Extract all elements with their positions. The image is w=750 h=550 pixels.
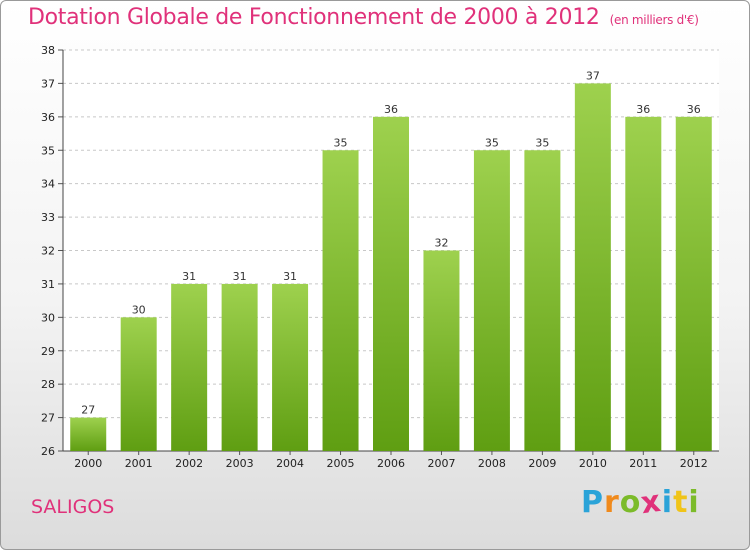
x-tick-label: 2009 [528,457,556,470]
bar-2001 [120,317,157,451]
y-tick-label: 33 [41,211,55,224]
bar-value-label: 32 [434,237,448,250]
bar-2003 [221,283,258,451]
x-tick-label: 2011 [629,457,657,470]
bar-value-label: 35 [535,136,549,149]
bar-2010 [574,83,611,452]
bar-value-label: 30 [132,303,146,316]
x-tick-label: 2007 [427,457,455,470]
chart-title: Dotation Globale de Fonctionnement de 20… [28,5,699,30]
logo-letter: P [581,485,604,520]
bar-2009 [524,150,561,451]
x-tick-label: 2010 [579,457,607,470]
bar-2012 [675,116,712,451]
bar-2007 [423,250,460,451]
y-tick-label: 34 [41,178,55,191]
y-tick-label: 28 [41,378,55,391]
logo-letter: r [604,485,620,520]
bar-2008 [473,150,510,451]
bar-value-label: 27 [81,404,95,417]
bar-2006 [373,116,409,451]
logo-letter: i [661,485,674,520]
bar-value-label: 36 [687,103,701,116]
y-tick-label: 32 [41,245,55,258]
bar-2004 [272,283,309,451]
chart-subtitle: (en milliers d'€) [609,13,699,27]
bar-value-label: 31 [182,270,196,283]
logo-letter: t [673,485,689,520]
bar-2005 [322,150,359,451]
y-tick-label: 27 [41,412,55,425]
y-tick-label: 35 [41,144,55,157]
bar-value-label: 37 [586,69,600,82]
x-tick-label: 2005 [327,457,355,470]
x-tick-label: 2004 [276,457,304,470]
bar-2002 [171,283,208,451]
y-tick-label: 30 [41,311,55,324]
x-tick-label: 2002 [175,457,203,470]
x-tick-label: 2006 [377,457,405,470]
bar-2000 [70,417,107,451]
logo-letter: i [688,485,700,520]
y-tick-label: 37 [41,77,55,90]
bar-value-label: 35 [485,136,499,149]
y-tick-label: 36 [41,111,55,124]
y-tick-label: 31 [41,278,55,291]
bar-2011 [625,116,662,451]
x-tick-label: 2001 [125,457,153,470]
y-tick-label: 38 [41,44,55,57]
chart-title-text: Dotation Globale de Fonctionnement de 20… [28,5,600,30]
bar-value-label: 31 [233,270,247,283]
logo-letter: o [619,485,642,520]
bar-value-label: 36 [384,103,398,116]
logo-letter: x [639,483,665,522]
proxiti-logo: Proxiti [581,483,700,522]
x-tick-label: 2012 [680,457,708,470]
x-tick-label: 2000 [74,457,102,470]
bar-value-label: 35 [334,136,348,149]
commune-name: SALIGOS [31,496,115,518]
bar-value-label: 31 [283,270,297,283]
x-tick-label: 2008 [478,457,506,470]
bar-value-label: 36 [636,103,650,116]
y-tick-label: 26 [41,445,55,458]
y-tick-label: 29 [41,345,55,358]
x-tick-label: 2003 [226,457,254,470]
